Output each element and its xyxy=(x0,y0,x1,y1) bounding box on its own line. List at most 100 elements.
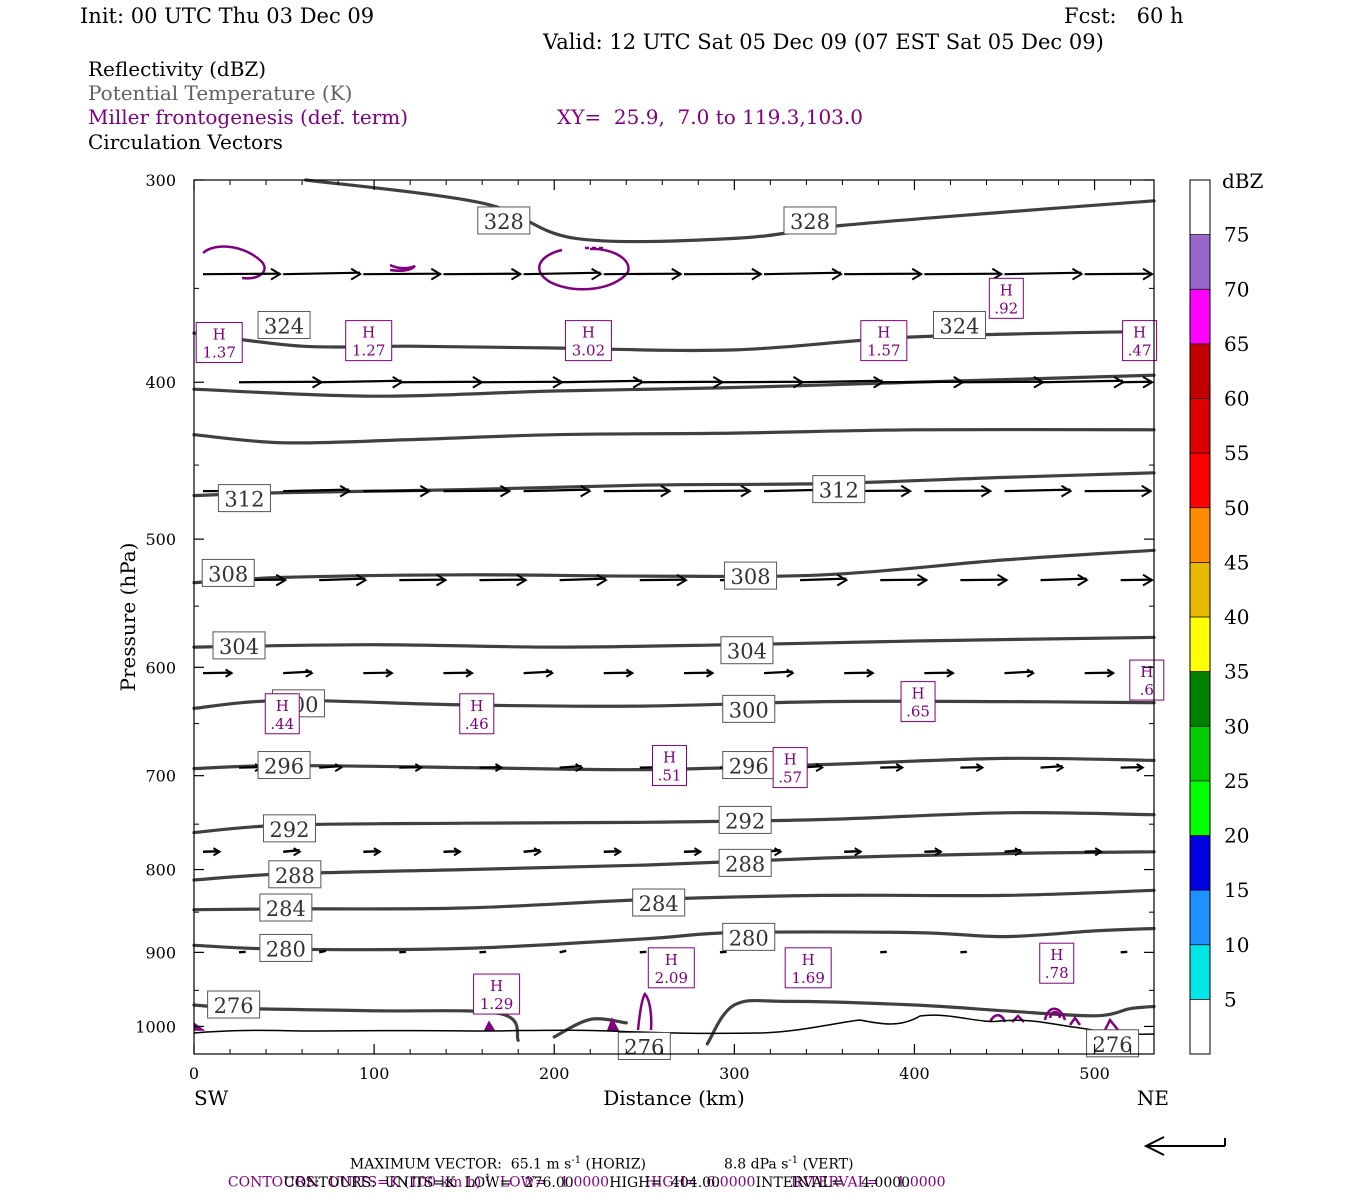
theta-contour-280 xyxy=(192,926,1156,952)
reflectivity-colorbar: 5 10 15 20 25 30 35 40 45 50 55 60 65 70 75 dBZ xyxy=(1189,169,1264,1055)
contour-label: 312 xyxy=(217,484,271,513)
vector-arrow xyxy=(399,950,407,954)
svg-text:308: 308 xyxy=(208,562,248,586)
colorbar-bin xyxy=(1190,343,1210,399)
vector-arrow xyxy=(283,668,314,678)
svg-text:1.27: 1.27 xyxy=(352,342,385,360)
svg-text:H: H xyxy=(877,324,890,342)
vector-arrow xyxy=(399,763,424,773)
svg-text:280: 280 xyxy=(729,926,769,950)
vector-arrow xyxy=(639,573,688,587)
contour-label: 276 xyxy=(617,1032,671,1061)
vector-arrow xyxy=(1120,573,1154,587)
vector-arrow xyxy=(523,847,543,857)
fronto-contour xyxy=(389,263,416,273)
contour-label: 296 xyxy=(257,751,311,780)
terrain-line xyxy=(193,1014,1155,1035)
colorbar-bin xyxy=(1190,890,1210,945)
max-vector-horiz: MAXIMUM VECTOR: 65.1 m s xyxy=(349,1156,572,1173)
vector-arrow xyxy=(363,847,382,857)
svg-text:.92: .92 xyxy=(994,299,1018,317)
fronto-maximum: H2.09 xyxy=(647,947,695,989)
vector-arrow xyxy=(318,949,327,954)
fronto-contour-info: CONTOURS: UNITS=K (100 km h)-1 LOW= 1.00… xyxy=(219,1157,946,1191)
vector-arrow xyxy=(603,267,683,281)
svg-text:280: 280 xyxy=(266,937,306,961)
svg-text:276: 276 xyxy=(624,1036,664,1060)
svg-text:H: H xyxy=(470,697,483,715)
fronto-contour xyxy=(1103,1017,1119,1031)
vector-arrow xyxy=(719,950,727,954)
valid-time: Valid: 12 UTC Sat 05 Dec 09 (07 EST Sat … xyxy=(543,30,1104,54)
x-tick-label: 100 xyxy=(359,1064,390,1083)
vector-arrow xyxy=(559,763,584,773)
vector-arrow xyxy=(479,573,528,587)
svg-text:H: H xyxy=(1133,324,1146,342)
vector-arrow xyxy=(1084,847,1104,857)
fronto-maximum: H1.37 xyxy=(195,321,243,363)
vector-arrow xyxy=(523,668,555,678)
fronto-maximum: H.51 xyxy=(651,745,687,787)
fronto-maximum: H1.29 xyxy=(473,973,521,1015)
cross-section-endpoints: XY= 25.9, 7.0 to 119.3,103.0 xyxy=(557,105,863,129)
contour-label: 308 xyxy=(201,558,255,587)
vector-arrow xyxy=(683,847,703,857)
colorbar-bin xyxy=(1190,726,1210,781)
svg-text:.51: .51 xyxy=(658,767,682,785)
vector-arrow xyxy=(202,668,234,678)
svg-text:H: H xyxy=(784,751,797,769)
colorbar-label: 5 xyxy=(1224,987,1237,1011)
vector-arrow xyxy=(479,950,487,954)
vector-arrow xyxy=(844,847,863,857)
vector-arrow xyxy=(1040,573,1089,587)
vector-arrow xyxy=(844,668,875,678)
theta-contour-316 xyxy=(192,427,1156,445)
fronto-maximum: H3.02 xyxy=(564,320,612,362)
svg-text:292: 292 xyxy=(269,818,309,842)
vector-arrow xyxy=(1084,484,1153,498)
svg-text:2.09: 2.09 xyxy=(655,969,688,987)
colorbar-bin xyxy=(1190,999,1210,1054)
vector-arrow xyxy=(1084,668,1116,678)
max-vector-vert: 8.8 dPa s xyxy=(723,1156,789,1173)
colorbar-bin xyxy=(1190,180,1210,235)
vector-arrow xyxy=(924,484,993,498)
fronto-maximum: H.46 xyxy=(459,693,495,735)
vector-arrow xyxy=(924,267,1004,281)
vector-arrow xyxy=(763,668,795,678)
vector-arrow xyxy=(559,949,567,954)
theta-contour-292 xyxy=(192,811,1156,835)
contour-label: 328 xyxy=(783,206,837,235)
contour-label: 280 xyxy=(722,922,776,951)
fronto-maximum: H1.69 xyxy=(784,947,832,989)
svg-text:312: 312 xyxy=(819,479,859,503)
fronto-maximum: H.78 xyxy=(1039,942,1075,984)
contour-label: 304 xyxy=(212,631,266,660)
colorbar-label: 55 xyxy=(1224,441,1249,465)
axes: 300 400 500 600 700 800 900 1000 0 100 200 300 400 50… xyxy=(116,171,1169,1110)
svg-text:.47: .47 xyxy=(1128,342,1152,360)
theta-contour-320 xyxy=(192,373,1156,398)
vector-arrow xyxy=(479,375,564,389)
vector-arrow xyxy=(202,847,222,857)
vector-arrow xyxy=(800,573,849,587)
svg-text:H: H xyxy=(665,951,678,969)
fronto-maximum: H.65 xyxy=(900,681,936,723)
svg-text:276: 276 xyxy=(214,994,254,1018)
svg-text:312: 312 xyxy=(224,488,264,512)
vector-arrow xyxy=(1084,267,1154,281)
svg-text:H: H xyxy=(213,325,226,343)
reference-vector-icon xyxy=(1143,1136,1226,1156)
svg-text:304: 304 xyxy=(727,640,767,664)
contour-label: 324 xyxy=(932,311,986,340)
x-tick-label: 0 xyxy=(189,1064,199,1083)
vector-arrow xyxy=(960,950,968,954)
contour-label: 308 xyxy=(724,561,778,590)
vector-arrow xyxy=(283,847,302,857)
field-frontogenesis: Miller frontogenesis (def. term) xyxy=(88,105,409,129)
vector-arrow xyxy=(1004,484,1073,498)
contour-label: 292 xyxy=(718,805,772,834)
vector-arrow xyxy=(1040,763,1065,773)
fronto-contour xyxy=(483,1020,496,1031)
theta-contour-312 xyxy=(192,471,1156,498)
